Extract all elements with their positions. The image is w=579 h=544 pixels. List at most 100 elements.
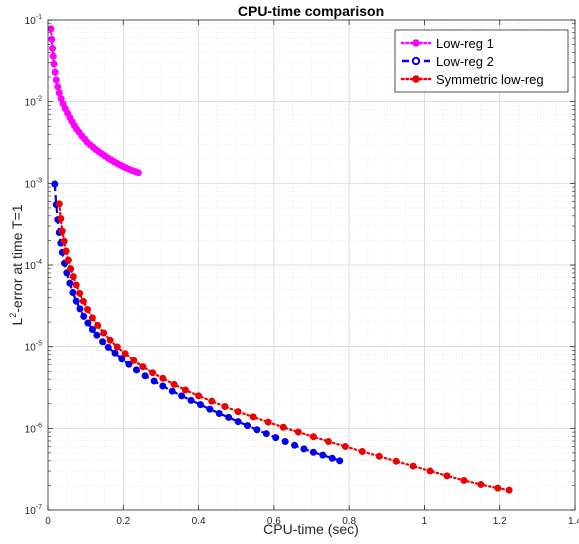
y-tick-label-base: 10: [25, 343, 37, 354]
y-tick-label-base: 10: [25, 16, 37, 27]
data-point-symmetric-low-reg: [342, 443, 348, 449]
data-point-symmetric-low-reg: [68, 266, 74, 272]
data-point-low-reg-2: [100, 339, 106, 345]
data-point-low-reg-1: [50, 53, 56, 59]
data-point-low-reg-2: [320, 452, 326, 458]
y-tick-label-base: 10: [25, 261, 37, 272]
data-point-symmetric-low-reg: [95, 322, 101, 328]
data-point-low-reg-2: [81, 313, 87, 319]
y-tick-label-base: 10: [25, 98, 37, 109]
data-point-low-reg-1: [135, 170, 141, 176]
data-point-low-reg-2: [292, 442, 298, 448]
data-point-symmetric-low-reg: [182, 387, 188, 393]
data-point-low-reg-2: [179, 393, 185, 399]
y-tick-label-base: 10: [25, 506, 37, 517]
data-point-low-reg-2: [112, 350, 118, 356]
data-point-symmetric-low-reg: [280, 424, 286, 430]
data-point-symmetric-low-reg: [235, 409, 241, 415]
y-tick-label-exponent: -5: [36, 341, 42, 348]
data-point-low-reg-2: [273, 435, 279, 441]
data-point-low-reg-2: [337, 458, 343, 464]
data-point-low-reg-2: [197, 402, 203, 408]
data-point-low-reg-1: [53, 77, 59, 83]
data-point-symmetric-low-reg: [410, 463, 416, 469]
legend-marker-low-reg-1: [413, 40, 419, 46]
data-point-low-reg-2: [142, 373, 148, 379]
data-point-low-reg-2: [329, 455, 335, 461]
data-point-symmetric-low-reg: [61, 238, 67, 244]
data-point-symmetric-low-reg: [70, 274, 76, 280]
data-point-low-reg-2: [235, 419, 241, 425]
x-tick-label: 1.4: [568, 516, 579, 527]
data-point-low-reg-2: [160, 383, 166, 389]
data-point-low-reg-2: [133, 367, 139, 373]
data-point-symmetric-low-reg: [209, 398, 215, 404]
data-point-low-reg-1: [56, 90, 62, 96]
x-axis-label: CPU-time (sec): [263, 521, 359, 537]
legend-marker-symmetric-low-reg: [413, 76, 419, 82]
data-point-symmetric-low-reg: [160, 375, 166, 381]
data-point-low-reg-1: [49, 36, 55, 42]
legend-marker-low-reg-2: [413, 58, 419, 64]
data-point-low-reg-2: [70, 290, 76, 296]
data-point-symmetric-low-reg: [325, 438, 331, 444]
y-tick-label-exponent: -6: [36, 422, 42, 429]
data-point-symmetric-low-reg: [131, 357, 137, 363]
data-point-low-reg-2: [254, 427, 260, 433]
legend-label-low-reg-1: Low-reg 1: [436, 36, 494, 51]
legend-label-symmetric-low-reg: Symmetric low-reg: [436, 72, 544, 87]
x-tick-label: 1.2: [493, 516, 507, 527]
data-point-symmetric-low-reg: [85, 307, 91, 313]
data-point-low-reg-1: [52, 69, 58, 75]
data-point-symmetric-low-reg: [56, 201, 62, 207]
data-point-low-reg-2: [310, 449, 316, 455]
legend: Low-reg 1 Low-reg 2 Symmetric low-reg: [395, 30, 568, 92]
data-point-symmetric-low-reg: [107, 337, 113, 343]
y-tick-label-exponent: -3: [36, 177, 42, 184]
data-point-symmetric-low-reg: [376, 453, 382, 459]
data-point-symmetric-low-reg: [140, 364, 146, 370]
y-tick-label-exponent: -4: [36, 259, 42, 266]
data-point-symmetric-low-reg: [114, 344, 120, 350]
data-point-symmetric-low-reg: [59, 228, 65, 234]
data-point-symmetric-low-reg: [122, 351, 128, 357]
data-point-symmetric-low-reg: [65, 257, 71, 263]
y-tick-label-exponent: -7: [36, 504, 42, 511]
data-point-symmetric-low-reg: [295, 429, 301, 435]
data-point-symmetric-low-reg: [80, 298, 86, 304]
data-point-low-reg-2: [67, 280, 73, 286]
data-point-low-reg-2: [151, 378, 157, 384]
data-point-low-reg-2: [207, 406, 213, 412]
data-point-symmetric-low-reg: [478, 482, 484, 488]
y-axis-label-base: L: [9, 318, 25, 326]
y-tick-label-exponent: -2: [36, 96, 42, 103]
data-point-low-reg-2: [105, 344, 111, 350]
data-point-symmetric-low-reg: [461, 477, 467, 483]
data-point-low-reg-2: [169, 388, 175, 394]
data-point-symmetric-low-reg: [265, 419, 271, 425]
data-point-low-reg-2: [89, 327, 95, 333]
data-point-low-reg-1: [50, 45, 56, 51]
data-point-low-reg-2: [226, 414, 232, 420]
data-point-low-reg-1: [55, 84, 61, 90]
data-point-symmetric-low-reg: [89, 315, 95, 321]
data-point-symmetric-low-reg: [58, 216, 64, 222]
data-point-low-reg-2: [85, 320, 91, 326]
data-point-low-reg-2: [77, 306, 83, 312]
data-point-symmetric-low-reg: [171, 381, 177, 387]
x-tick-label: 0: [45, 516, 51, 527]
data-point-low-reg-2: [282, 438, 288, 444]
data-point-symmetric-low-reg: [196, 393, 202, 399]
data-point-symmetric-low-reg: [63, 248, 69, 254]
x-tick-label: 0.4: [192, 516, 206, 527]
data-point-symmetric-low-reg: [101, 330, 107, 336]
data-point-symmetric-low-reg: [444, 473, 450, 479]
legend-label-low-reg-2: Low-reg 2: [436, 54, 494, 69]
data-point-low-reg-2: [216, 410, 222, 416]
y-tick-label-base: 10: [25, 179, 37, 190]
data-point-symmetric-low-reg: [77, 290, 83, 296]
data-point-symmetric-low-reg: [222, 404, 228, 410]
x-tick-label: 0.2: [116, 516, 130, 527]
data-point-low-reg-2: [94, 332, 100, 338]
